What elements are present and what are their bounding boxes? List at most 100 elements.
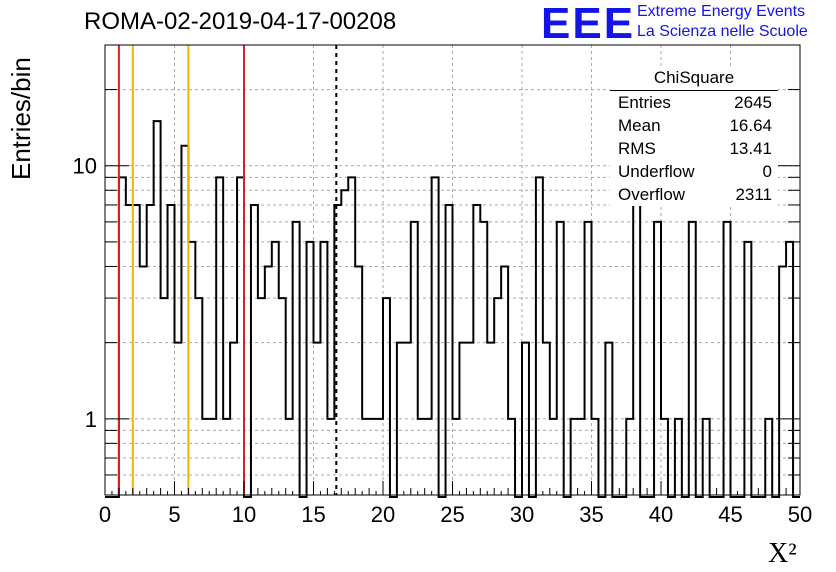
- histogram-bin: [550, 419, 557, 495]
- histogram-bin: [147, 205, 154, 495]
- histogram-bin: [258, 298, 265, 495]
- histogram-bin: [779, 266, 786, 495]
- logo-text-line-2: La Scienza nelle Scuole: [637, 23, 808, 40]
- histogram-bin: [724, 222, 731, 495]
- x-tick-label: 5: [168, 502, 180, 527]
- histogram-bin: [307, 242, 314, 495]
- histogram-bin: [327, 419, 334, 495]
- histogram-bin: [765, 419, 772, 495]
- histogram-bin: [557, 222, 564, 495]
- x-tick-label: 10: [232, 502, 256, 527]
- histogram-bin: [522, 343, 529, 495]
- histogram-bin: [119, 177, 126, 495]
- histogram-bin: [223, 419, 230, 495]
- stats-value: 0: [762, 162, 772, 181]
- y-tick-label: 1: [85, 407, 97, 432]
- x-tick-label: 45: [718, 502, 742, 527]
- histogram-bin: [251, 205, 258, 495]
- histogram-bin: [578, 419, 585, 495]
- histogram-bin: [320, 242, 327, 495]
- histogram-bin: [230, 343, 237, 495]
- stats-row-mean: Mean 16.64: [610, 114, 778, 137]
- histogram-bin: [689, 222, 696, 495]
- histogram-bin: [446, 205, 453, 495]
- histogram-bin: [592, 419, 599, 495]
- x-tick-label: 15: [301, 502, 325, 527]
- histogram-bin: [501, 266, 508, 495]
- histogram-bin: [209, 419, 216, 495]
- stats-row-overflow: Overflow 2311: [610, 183, 778, 206]
- histogram-bin: [133, 205, 140, 495]
- histogram-bin: [237, 177, 244, 495]
- histogram-bin: [314, 343, 321, 495]
- histogram-bin: [286, 419, 293, 495]
- histogram-bin: [188, 242, 195, 495]
- histogram-bin: [161, 298, 168, 495]
- axes: 0 5 10 15 20 25 30 35 40 45 50 1 10: [73, 89, 812, 527]
- histogram-bin: [494, 298, 501, 495]
- histogram-series: [105, 120, 800, 498]
- stats-row-rms: RMS 13.41: [610, 137, 778, 160]
- histogram-bin: [703, 419, 710, 495]
- histogram-bin: [355, 266, 362, 495]
- histogram-bin: [175, 343, 182, 495]
- stats-value: 13.41: [729, 139, 772, 158]
- histogram-bin: [585, 222, 592, 495]
- histogram-bin: [362, 419, 369, 495]
- chart-title: ROMA-02-2019-04-17-00208: [84, 8, 397, 35]
- x-axis-label: X²: [768, 538, 797, 569]
- histogram-bin: [383, 298, 390, 495]
- histogram-bin: [411, 222, 418, 495]
- histogram-bin: [140, 266, 147, 495]
- x-tick-label: 20: [371, 502, 395, 527]
- histogram-bin: [661, 419, 668, 495]
- x-tick-label: 50: [788, 502, 812, 527]
- histogram-bin: [279, 298, 286, 495]
- histogram-bin: [786, 242, 793, 495]
- histogram-bin: [154, 121, 161, 495]
- histogram-bin: [626, 419, 633, 495]
- x-tick-label: 40: [649, 502, 673, 527]
- stats-row-underflow: Underflow 0: [610, 160, 778, 183]
- histogram-bin: [348, 177, 355, 495]
- histogram-bin: [536, 177, 543, 495]
- stats-label: Entries: [618, 93, 671, 112]
- histogram-bin: [487, 343, 494, 495]
- stats-title: ChiSquare: [610, 68, 778, 91]
- histogram-bin: [466, 343, 473, 495]
- histogram-bin: [404, 343, 411, 495]
- histogram-bin: [571, 419, 578, 495]
- x-tick-label: 0: [99, 502, 111, 527]
- histogram-bin: [654, 222, 661, 495]
- reference-lines: [117, 45, 338, 495]
- histogram-bin: [397, 343, 404, 495]
- histogram-bin: [181, 146, 188, 495]
- stats-label: Mean: [618, 116, 661, 135]
- histogram-bin: [633, 177, 640, 495]
- stats-value: 2645: [734, 93, 772, 112]
- histogram-bin: [202, 419, 209, 495]
- logo-text-line-1: Extreme Energy Events: [637, 3, 806, 20]
- x-tick-label: 25: [440, 502, 464, 527]
- histogram-bin: [453, 419, 460, 495]
- x-tick-label: 35: [579, 502, 603, 527]
- histogram-bin: [425, 419, 432, 495]
- histogram-bin: [480, 222, 487, 495]
- histogram-bin: [369, 419, 376, 495]
- histogram-bin: [126, 205, 133, 495]
- y-axis-label: Entries/bin: [6, 57, 36, 180]
- histogram-bin: [341, 190, 348, 495]
- histogram-bin: [293, 222, 300, 495]
- eee-logo: EEE: [541, 0, 636, 48]
- histogram-outline: [105, 120, 800, 498]
- histogram-bin: [473, 205, 480, 495]
- histogram-bin: [216, 177, 223, 495]
- histogram-bin: [168, 205, 175, 495]
- histogram-bin: [195, 298, 202, 495]
- histogram-bin: [376, 419, 383, 495]
- stats-label: RMS: [618, 139, 656, 158]
- histogram-bin: [265, 266, 272, 495]
- stats-value: 2311: [735, 185, 772, 204]
- histogram-bin: [272, 242, 279, 495]
